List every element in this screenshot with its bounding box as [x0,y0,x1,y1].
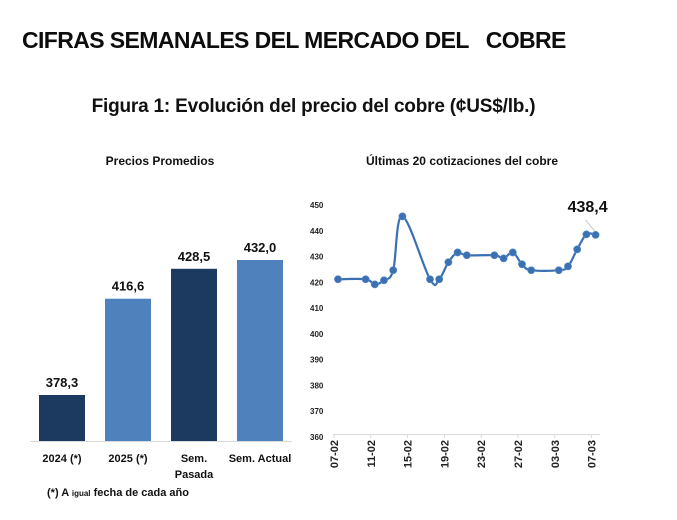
bar-value-label: 378,3 [46,375,79,390]
bar-0 [39,394,85,441]
annotation-label: 438,4 [568,199,608,216]
data-point [398,212,407,221]
data-point [582,230,591,239]
data-point [518,260,526,269]
data-point [361,275,370,284]
x-tick-label: 27-02 [513,440,525,468]
price-line [337,215,596,287]
y-tick-label: 380 [310,381,324,390]
y-tick-label: 400 [310,330,324,339]
data-point [591,231,600,239]
x-tick-label: 07-02 [329,440,341,468]
bar-chart-title: Precios Promedios [105,154,215,168]
x-tick-label: 15-02 [403,440,415,468]
data-point [426,275,434,284]
footnote-prefix: (*) A [47,487,72,499]
data-point [508,248,517,257]
data-point [554,266,563,275]
data-point [453,248,462,257]
data-point [334,275,342,284]
bar-value-label: 432,0 [244,240,277,255]
y-tick-label: 420 [310,278,324,287]
x-tick-label: 23-02 [476,440,488,468]
x-tick-label: 19-02 [439,440,451,468]
y-tick-label: 410 [310,304,324,313]
data-point [444,258,453,267]
line-chart-title: Últimas 20 cotizaciones del cobre [365,154,559,168]
bar-1 [105,298,151,441]
footnote: (*) A igual fecha de cada año [47,487,189,499]
data-point [435,275,444,284]
bar-category-label: 2024 (*) [42,453,81,465]
figure-title: Figura 1: Evolución del precio del cobre… [91,96,536,117]
data-point [380,276,388,285]
y-tick-label: 450 [310,201,324,210]
data-point [389,266,398,275]
footnote-small: igual [71,489,91,498]
x-tick-label: 11-02 [366,440,378,468]
data-point [564,262,572,271]
bar-category-label: 2025 (*) [108,453,147,465]
page-title: CIFRAS SEMANALES DEL MERCADO DEL COBRE [22,27,566,53]
line-chart: 360 370 380 390 400 410 420 430 440 450 07-02 11-02… [310,199,608,468]
bar-category-label: Pasada [175,469,214,481]
y-tick-label: 430 [310,253,324,262]
bar-3 [237,259,283,441]
bar-category-label: Sem. [181,453,207,465]
footnote-suffix: fecha de cada año [90,487,189,499]
y-tick-label: 360 [310,433,324,442]
bar-value-label: 428,5 [178,249,211,264]
data-point [462,251,471,260]
data-point [499,254,508,263]
y-tick-label: 370 [310,407,324,416]
annotation-leader [585,219,595,232]
bar-category-label: Sem. Actual [229,453,292,465]
data-point [573,245,582,254]
bar-value-label: 416,6 [112,279,145,294]
data-point [370,280,379,289]
y-tick-label: 390 [310,356,324,365]
data-point [490,251,499,260]
y-tick-label: 440 [310,227,324,236]
data-point [527,266,536,275]
x-tick-label: 07-03 [587,440,599,468]
bar-2 [171,268,217,441]
bar-chart: 378,3 2024 (*) 416,6 2025 (*) 428,5 Sem. Pasad… [30,240,292,481]
x-tick-label: 03-03 [550,440,562,468]
